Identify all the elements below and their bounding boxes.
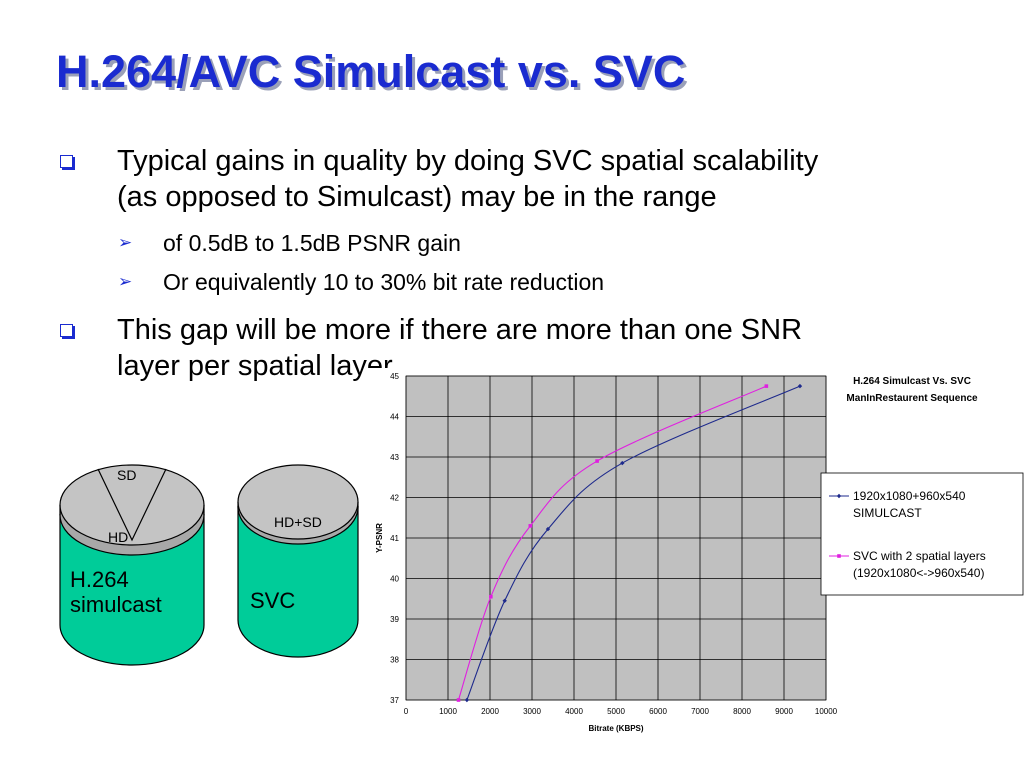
x-tick-label: 4000 <box>565 707 583 716</box>
legend-marker <box>837 554 841 558</box>
svc-label: SVC <box>250 588 296 613</box>
x-tick-label: 8000 <box>733 707 751 716</box>
bullet-1-line-1: Typical gains in quality by doing SVC sp… <box>117 145 819 177</box>
legend-marker <box>836 493 842 499</box>
legend-label: (1920x1080<->960x540) <box>853 566 984 580</box>
svc-cylinder <box>237 464 359 658</box>
chart-title-line-2: ManInRestaurent Sequence <box>846 393 978 404</box>
series-line-2 <box>457 385 767 701</box>
sub-bullet-2-text: Or equivalently 10 to 30% bit rate reduc… <box>163 269 605 295</box>
y-tick-label: 41 <box>390 534 399 543</box>
sub-bullet-1-text: of 0.5dB to 1.5dB PSNR gain <box>163 230 461 256</box>
x-tick-labels: 0 1000 2000 3000 4000 5000 6000 7000 8000 9000 100… <box>404 707 838 716</box>
square-bullet-icon <box>60 324 73 337</box>
simulcast-label: H.264 simulcast <box>70 567 162 617</box>
y-tick-label: 39 <box>390 615 399 624</box>
chart-title-line-1: H.264 Simulcast Vs. SVC <box>853 376 971 387</box>
y-tick-label: 45 <box>390 372 399 381</box>
simulcast-label-line-2: simulcast <box>70 592 162 617</box>
simulcast-cylinder <box>59 464 205 666</box>
x-tick-label: 10000 <box>815 707 838 716</box>
simulcast-label-line-1: H.264 <box>70 567 129 592</box>
hd-label: HD <box>108 529 129 545</box>
data-point <box>464 697 470 703</box>
x-tick-label: 3000 <box>523 707 541 716</box>
legend-label: SVC with 2 spatial layers <box>853 549 986 563</box>
arrow-bullet-icon: ➢ <box>118 272 133 291</box>
legend-box <box>820 472 1024 596</box>
bullet-1-line-2: (as opposed to Simulcast) may be in the … <box>117 181 717 213</box>
x-tick-label: 5000 <box>607 707 625 716</box>
y-tick-label: 38 <box>390 656 399 665</box>
x-tick-label: 6000 <box>649 707 667 716</box>
x-tick-label: 0 <box>404 707 409 716</box>
data-point <box>502 598 507 603</box>
grid-lines <box>405 375 827 701</box>
y-tick-label: 40 <box>390 575 399 584</box>
slide-title: H.264/AVC Simulcast vs. SVC <box>56 46 686 97</box>
series-line-1 <box>466 385 801 701</box>
square-bullet-icon <box>60 155 73 168</box>
data-point <box>528 524 533 528</box>
legend-label: SIMULCAST <box>853 506 922 520</box>
x-tick-label: 2000 <box>481 707 499 716</box>
x-tick-label: 1000 <box>439 707 457 716</box>
y-tick-label: 44 <box>390 413 399 422</box>
y-tick-label: 37 <box>390 696 399 705</box>
legend: 1920x1080+960x540 SIMULCAST SVC with 2 spa… <box>820 472 1024 596</box>
x-tick-label: 7000 <box>691 707 709 716</box>
series-lines <box>456 383 803 703</box>
legend-label: 1920x1080+960x540 <box>853 489 966 503</box>
x-axis-title: Bitrate (KBPS) <box>588 724 643 733</box>
psnr-chart: 0 1000 2000 3000 4000 5000 6000 7000 8000 9000 100… <box>364 368 1024 740</box>
y-tick-labels: 37 38 39 40 41 42 43 44 45 <box>390 372 399 705</box>
bullet-2-line-1: This gap will be more if there are more … <box>117 314 803 346</box>
data-point <box>456 698 461 702</box>
data-point <box>764 384 769 388</box>
hd-sd-label: HD+SD <box>274 514 322 530</box>
cylinder-diagram <box>59 464 359 666</box>
y-tick-label: 43 <box>390 453 399 462</box>
bullet-2-line-2: layer per spatial layer <box>117 350 393 382</box>
data-point <box>489 594 493 599</box>
data-point <box>595 459 599 463</box>
y-tick-label: 42 <box>390 494 399 503</box>
sd-label: SD <box>117 467 137 483</box>
y-axis-title: Y-PSNR <box>375 523 384 553</box>
x-tick-label: 9000 <box>775 707 793 716</box>
arrow-bullet-icon: ➢ <box>118 233 133 252</box>
